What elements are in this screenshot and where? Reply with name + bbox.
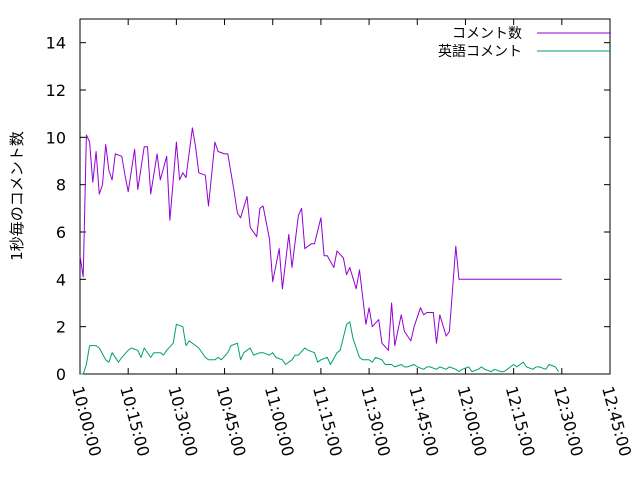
series-line-2: [80, 321, 560, 375]
series-lines: [79, 127, 562, 375]
x-axis-ticks: 10:00:00 10:15:00 10:30:00 10:45:00 11:00:00…: [68, 19, 635, 458]
series-line-1: [79, 127, 562, 351]
y-tick-label: 4: [56, 270, 66, 289]
y-tick-label: 6: [56, 223, 66, 242]
legend-label-2: 英語コメント: [438, 43, 522, 60]
x-tick-label: 10:30:00: [164, 384, 201, 458]
y-tick-label: 14: [46, 34, 66, 53]
x-tick-label: 12:45:00: [598, 384, 635, 458]
y-tick-label: 12: [46, 81, 66, 100]
y-tick-label: 8: [56, 176, 66, 195]
x-tick-label: 12:15:00: [502, 384, 539, 458]
y-tick-label: 10: [46, 128, 66, 147]
y-axis-ticks: 0 2 4 6 8 10 12 14: [46, 34, 610, 384]
x-tick-label: 10:15:00: [116, 384, 153, 458]
y-tick-label: 2: [56, 318, 66, 337]
x-tick-label: 11:15:00: [309, 384, 346, 458]
x-tick-label: 10:45:00: [213, 384, 250, 458]
x-tick-label: 11:45:00: [405, 384, 442, 458]
x-tick-label: 11:00:00: [261, 384, 298, 458]
y-axis-title: 1秒毎のコメント数: [8, 131, 26, 261]
y-tick-label: 0: [56, 365, 66, 384]
x-tick-label: 11:30:00: [357, 384, 394, 458]
x-tick-label: 12:00:00: [454, 384, 491, 458]
legend-label-1: コメント数: [452, 26, 522, 42]
plot-frame: [79, 18, 611, 375]
x-tick-label: 12:30:00: [550, 384, 587, 458]
x-tick-label: 10:00:00: [68, 384, 105, 458]
